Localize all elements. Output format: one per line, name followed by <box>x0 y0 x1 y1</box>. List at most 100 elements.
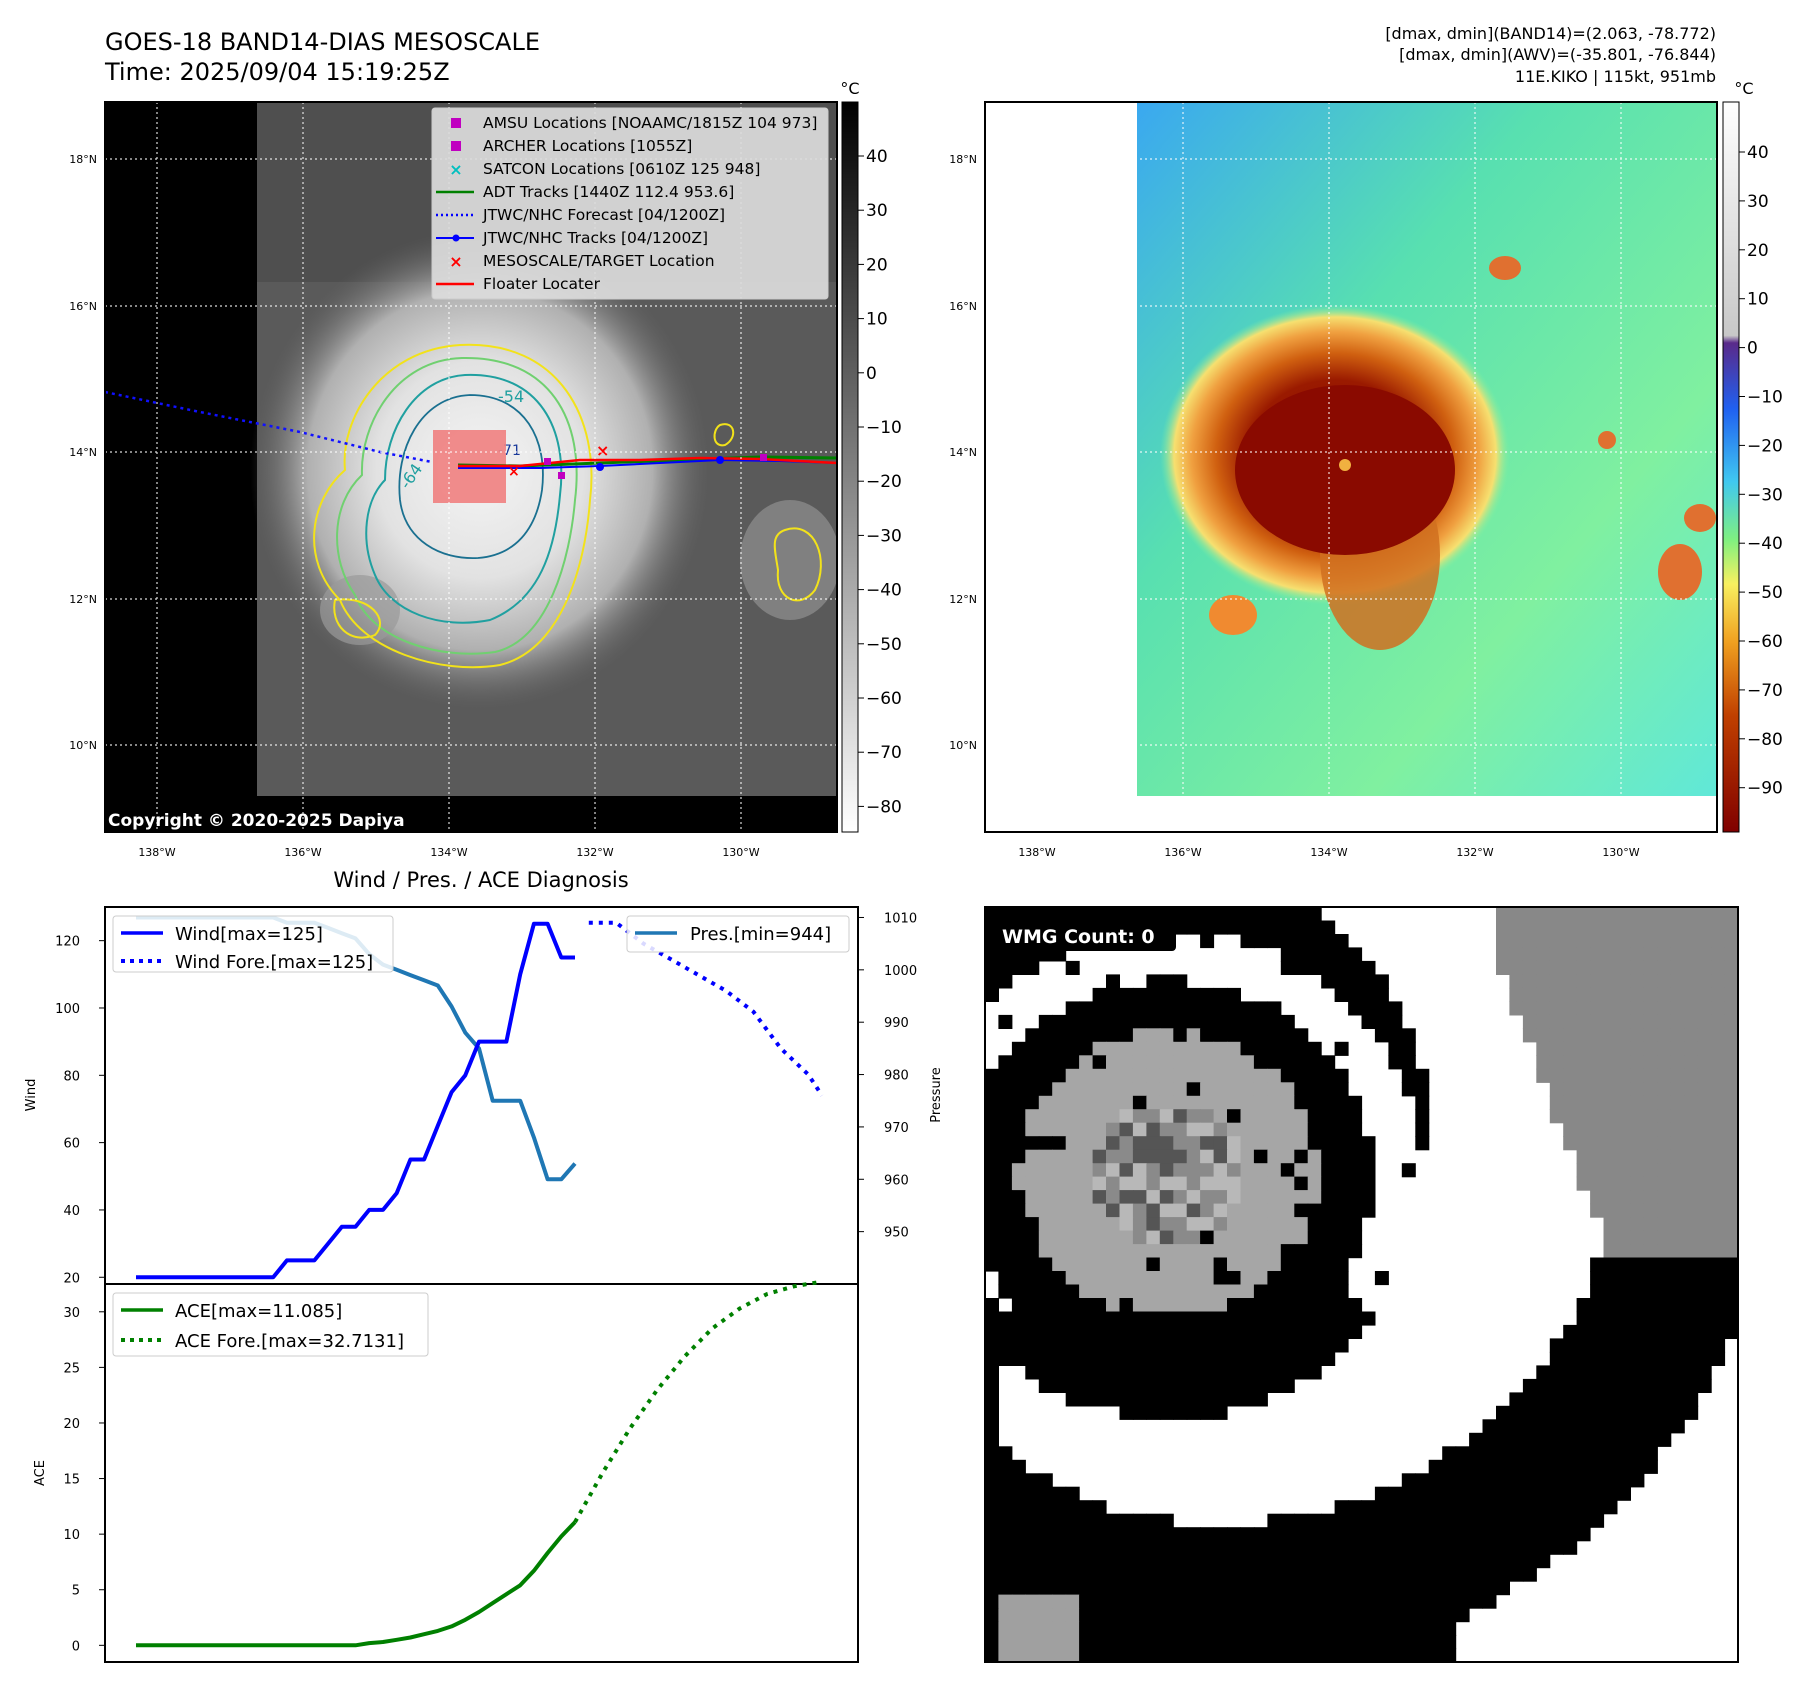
wmg-cell <box>1307 1109 1322 1124</box>
wmg-cell <box>1684 1405 1699 1420</box>
ir-colorbar-tick-label: 20 <box>866 255 888 275</box>
wmg-cell <box>1711 1217 1726 1232</box>
wmg-cell <box>985 1082 999 1097</box>
wmg-cell <box>1321 1527 1336 1542</box>
wmg-cell <box>1670 1244 1685 1259</box>
wmg-cell <box>1697 1109 1712 1124</box>
wmg-cell <box>1146 1014 1161 1029</box>
wmg-cell <box>1509 987 1524 1002</box>
pressure-axis-label: Pressure <box>929 1067 944 1123</box>
wmg-cell <box>1106 1109 1120 1124</box>
wmg-cell <box>1186 920 1201 935</box>
wmg-cell <box>1657 1095 1672 1110</box>
wmg-cell <box>1401 1028 1416 1043</box>
wmg-cell <box>1307 1271 1322 1286</box>
wmg-cell <box>1643 1176 1658 1191</box>
wmg-cell <box>1106 1351 1120 1366</box>
wmg-cell <box>1253 1001 1268 1016</box>
wmg-cell <box>1361 1527 1376 1542</box>
wmg-cell <box>1334 1176 1349 1191</box>
wmg-cell <box>1253 1257 1268 1272</box>
wmg-cell <box>1119 1405 1134 1420</box>
wmg-cell <box>1657 1001 1672 1016</box>
wmg-cell <box>1159 1082 1174 1097</box>
wmg-cell <box>1213 1217 1228 1232</box>
wmg-cell <box>1334 1338 1349 1353</box>
wmg-cell <box>998 907 1013 922</box>
wmg-cell <box>1240 907 1255 922</box>
wmg-cell <box>985 1122 999 1137</box>
wmg-cell <box>1227 1311 1241 1326</box>
wmg-cell <box>1590 1513 1605 1528</box>
wmg-cell <box>1603 1351 1618 1366</box>
wmg-cell <box>1132 987 1147 1002</box>
wmg-cell <box>1038 1217 1053 1232</box>
wmg-cell <box>1132 1581 1147 1596</box>
wmg-cell <box>1200 1608 1215 1623</box>
wmg-cell <box>1280 1338 1295 1353</box>
wmg-cell <box>1576 1324 1591 1339</box>
wmg-cell <box>1011 1149 1026 1164</box>
pressure-tick-label: 1010 <box>884 911 917 926</box>
wmg-cell <box>1321 947 1336 962</box>
wmg-cell <box>1267 1540 1282 1555</box>
wmg-cell <box>1684 920 1699 935</box>
wmg-cell <box>1617 1176 1631 1191</box>
wmg-cell <box>1617 1446 1631 1461</box>
wmg-cell <box>998 1486 1013 1501</box>
wmg-cell <box>1052 1041 1067 1056</box>
wmg-cell <box>1132 1324 1147 1339</box>
wmg-cell <box>1186 1284 1201 1299</box>
pressure-tick-label: 960 <box>884 1173 909 1188</box>
wmg-cell <box>1549 1459 1564 1474</box>
wmg-cell <box>1670 1217 1685 1232</box>
wmg-cell <box>1549 1014 1564 1029</box>
wmg-cell <box>1361 1540 1376 1555</box>
wmg-cell <box>1334 1149 1349 1164</box>
wmg-cell <box>1025 1567 1040 1582</box>
legend-entry-label: ADT Tracks [1440Z 112.4 953.6] <box>483 183 734 201</box>
wmg-cell <box>1590 960 1605 975</box>
wmg-cell <box>1307 1311 1322 1326</box>
wmg-cell <box>998 1149 1013 1164</box>
wmg-cell <box>1227 1284 1241 1299</box>
wmg-cell <box>1132 1567 1147 1582</box>
wmg-cell <box>1576 1378 1591 1393</box>
wmg-cell <box>1079 1271 1094 1286</box>
wmg-cell <box>1092 1122 1107 1137</box>
wmg-cell <box>1132 1311 1147 1326</box>
wmg-cell <box>1724 974 1739 989</box>
wmg-cell <box>1307 1082 1322 1097</box>
wmg-cell <box>1617 934 1631 949</box>
wmg-cell <box>1200 1365 1215 1380</box>
wmg-cell <box>1038 1203 1053 1218</box>
wmg-cell <box>1321 1648 1336 1663</box>
wmg-cell <box>1415 1567 1430 1582</box>
wmg-cell <box>1617 1163 1631 1178</box>
wmg-cell <box>1576 1419 1591 1434</box>
wmg-cell <box>1146 1554 1161 1569</box>
wmg-cell <box>1119 1068 1134 1083</box>
wmg-cell <box>1146 1567 1161 1582</box>
wmg-cell <box>1213 1041 1228 1056</box>
wmg-cell <box>1522 1459 1537 1474</box>
wmg-cell <box>1522 960 1537 975</box>
wmg-cell <box>1025 1217 1040 1232</box>
wmg-cell <box>1670 960 1685 975</box>
wmg-cell <box>1159 1257 1174 1272</box>
wmg-cell <box>1253 1028 1268 1043</box>
wmg-cell <box>1321 1082 1336 1097</box>
wmg-cell <box>1146 974 1161 989</box>
wmg-cell <box>1590 1284 1605 1299</box>
wmg-cell <box>1186 1608 1201 1623</box>
wmg-cell <box>1052 1635 1067 1650</box>
wmg-cell <box>1106 1365 1120 1380</box>
wmg-cell <box>985 1298 999 1313</box>
wmg-cell <box>1213 1028 1228 1043</box>
wmg-cell <box>1106 1594 1120 1609</box>
wmg-cell <box>1011 1459 1026 1474</box>
wmg-cell <box>1617 1459 1631 1474</box>
awv-colorbar-tick-label: −90 <box>1747 779 1783 799</box>
wmg-cell <box>1334 934 1349 949</box>
wmg-cell <box>1227 920 1241 935</box>
